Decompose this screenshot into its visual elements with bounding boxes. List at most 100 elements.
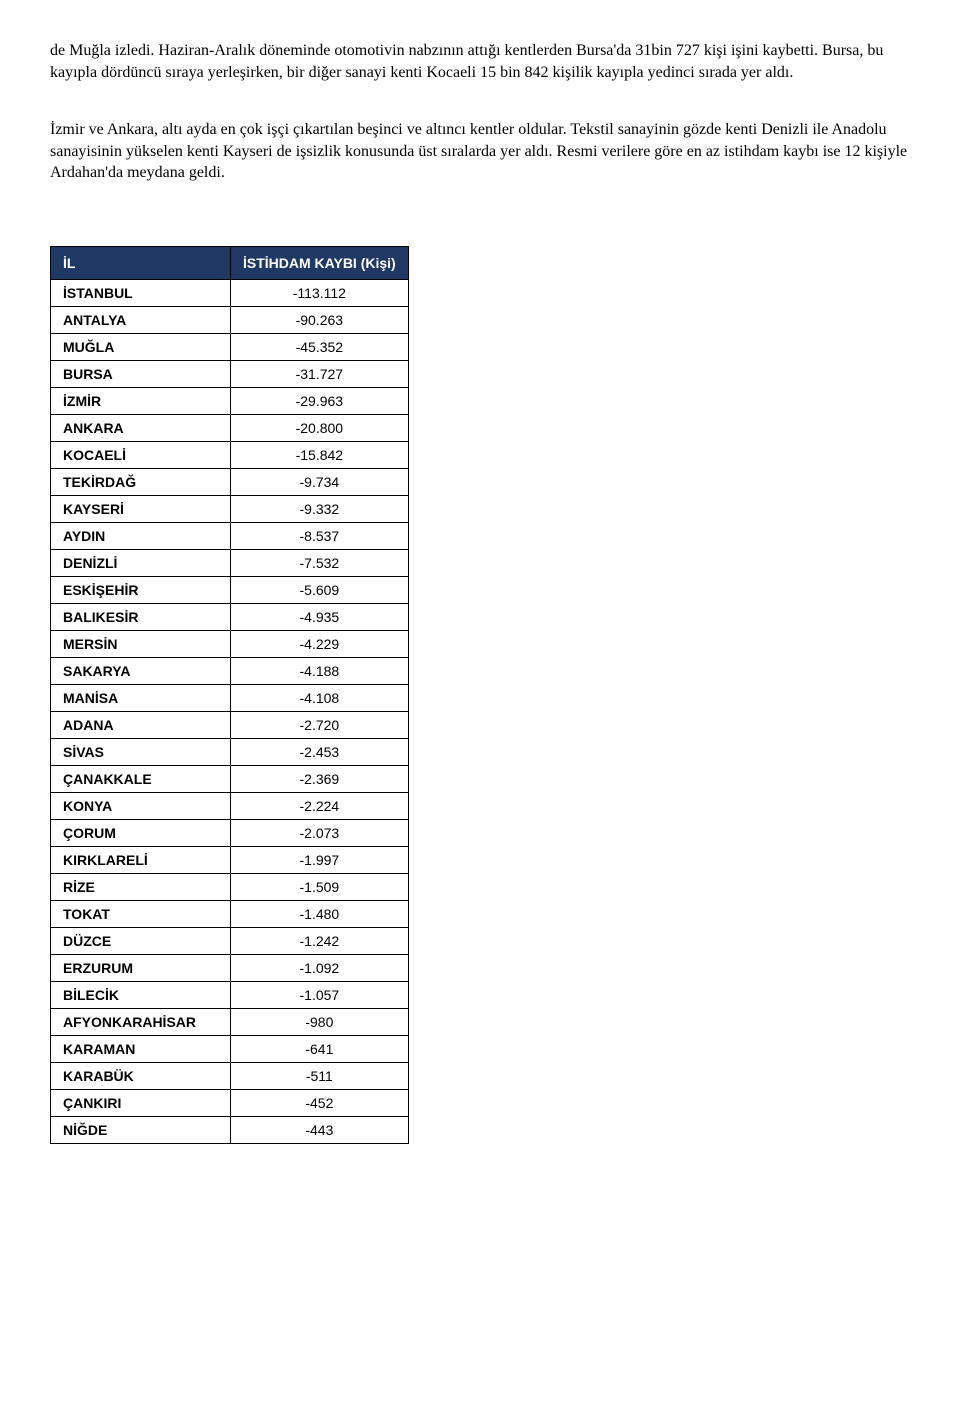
istihdam-kaybi-table: İL İSTİHDAM KAYBI (Kişi) İSTANBUL-113.11…: [50, 246, 409, 1144]
table-row: ÇANKIRI-452: [51, 1089, 409, 1116]
table-cell-il: BALIKESİR: [51, 603, 231, 630]
table-row: BURSA-31.727: [51, 360, 409, 387]
table-row: KONYA-2.224: [51, 792, 409, 819]
table-cell-il: ANKARA: [51, 414, 231, 441]
table-row: NİĞDE-443: [51, 1116, 409, 1143]
table-row: DÜZCE-1.242: [51, 927, 409, 954]
table-header-il: İL: [51, 246, 231, 279]
table-row: DENİZLİ-7.532: [51, 549, 409, 576]
table-row: RİZE-1.509: [51, 873, 409, 900]
table-cell-il: SAKARYA: [51, 657, 231, 684]
table-row: AFYONKARAHİSAR-980: [51, 1008, 409, 1035]
table-cell-il: ERZURUM: [51, 954, 231, 981]
table-row: ANTALYA-90.263: [51, 306, 409, 333]
table-row: İZMİR-29.963: [51, 387, 409, 414]
table-cell-il: İZMİR: [51, 387, 231, 414]
table-row: ESKİŞEHİR-5.609: [51, 576, 409, 603]
table-row: SAKARYA-4.188: [51, 657, 409, 684]
table-cell-il: DÜZCE: [51, 927, 231, 954]
table-cell-value: -443: [231, 1116, 409, 1143]
table-cell-il: TEKİRDAĞ: [51, 468, 231, 495]
table-cell-value: -4.108: [231, 684, 409, 711]
table-cell-il: DENİZLİ: [51, 549, 231, 576]
table-cell-value: -2.453: [231, 738, 409, 765]
table-cell-value: -20.800: [231, 414, 409, 441]
table-row: İSTANBUL-113.112: [51, 279, 409, 306]
table-cell-value: -8.537: [231, 522, 409, 549]
table-cell-il: KOCAELİ: [51, 441, 231, 468]
table-cell-il: ÇANAKKALE: [51, 765, 231, 792]
table-cell-il: ESKİŞEHİR: [51, 576, 231, 603]
table-cell-value: -1.509: [231, 873, 409, 900]
paragraph-2: İzmir ve Ankara, altı ayda en çok işçi ç…: [50, 119, 910, 184]
table-cell-value: -5.609: [231, 576, 409, 603]
table-cell-value: -980: [231, 1008, 409, 1035]
table-cell-value: -2.369: [231, 765, 409, 792]
table-cell-value: -2.073: [231, 819, 409, 846]
table-row: BALIKESİR-4.935: [51, 603, 409, 630]
table-row: AYDIN-8.537: [51, 522, 409, 549]
table-cell-value: -113.112: [231, 279, 409, 306]
table-cell-il: BURSA: [51, 360, 231, 387]
table-cell-value: -1.092: [231, 954, 409, 981]
table-cell-il: ÇANKIRI: [51, 1089, 231, 1116]
table-cell-value: -31.727: [231, 360, 409, 387]
table-cell-value: -2.720: [231, 711, 409, 738]
table-row: KIRKLARELİ-1.997: [51, 846, 409, 873]
table-cell-il: MUĞLA: [51, 333, 231, 360]
table-cell-value: -9.332: [231, 495, 409, 522]
table-cell-il: KARABÜK: [51, 1062, 231, 1089]
table-cell-value: -511: [231, 1062, 409, 1089]
table-cell-il: TOKAT: [51, 900, 231, 927]
table-cell-il: KARAMAN: [51, 1035, 231, 1062]
table-cell-value: -29.963: [231, 387, 409, 414]
table-cell-il: MANİSA: [51, 684, 231, 711]
table-row: KAYSERİ-9.332: [51, 495, 409, 522]
table-row: MANİSA-4.108: [51, 684, 409, 711]
table-cell-value: -45.352: [231, 333, 409, 360]
table-row: MUĞLA-45.352: [51, 333, 409, 360]
table-cell-value: -7.532: [231, 549, 409, 576]
table-cell-il: ÇORUM: [51, 819, 231, 846]
table-cell-value: -1.242: [231, 927, 409, 954]
table-cell-il: KAYSERİ: [51, 495, 231, 522]
table-cell-il: SİVAS: [51, 738, 231, 765]
table-cell-value: -4.229: [231, 630, 409, 657]
table-cell-value: -452: [231, 1089, 409, 1116]
table-cell-il: KONYA: [51, 792, 231, 819]
table-cell-value: -641: [231, 1035, 409, 1062]
table-cell-il: KIRKLARELİ: [51, 846, 231, 873]
table-cell-value: -1.480: [231, 900, 409, 927]
table-cell-il: NİĞDE: [51, 1116, 231, 1143]
table-row: BİLECİK-1.057: [51, 981, 409, 1008]
table-cell-value: -1.057: [231, 981, 409, 1008]
table-cell-value: -4.188: [231, 657, 409, 684]
table-row: ÇORUM-2.073: [51, 819, 409, 846]
table-cell-value: -2.224: [231, 792, 409, 819]
table-cell-value: -15.842: [231, 441, 409, 468]
table-row: ANKARA-20.800: [51, 414, 409, 441]
table-row: TEKİRDAĞ-9.734: [51, 468, 409, 495]
table-header-value: İSTİHDAM KAYBI (Kişi): [231, 246, 409, 279]
table-row: SİVAS-2.453: [51, 738, 409, 765]
table-row: ADANA-2.720: [51, 711, 409, 738]
table-cell-value: -1.997: [231, 846, 409, 873]
table-row: KARAMAN-641: [51, 1035, 409, 1062]
table-cell-il: AFYONKARAHİSAR: [51, 1008, 231, 1035]
table-cell-il: BİLECİK: [51, 981, 231, 1008]
table-cell-il: ADANA: [51, 711, 231, 738]
table-cell-value: -9.734: [231, 468, 409, 495]
table-cell-il: RİZE: [51, 873, 231, 900]
table-cell-il: İSTANBUL: [51, 279, 231, 306]
table-row: KOCAELİ-15.842: [51, 441, 409, 468]
table-header-row: İL İSTİHDAM KAYBI (Kişi): [51, 246, 409, 279]
table-cell-il: MERSİN: [51, 630, 231, 657]
paragraph-1: de Muğla izledi. Haziran-Aralık dönemind…: [50, 40, 910, 83]
table-row: KARABÜK-511: [51, 1062, 409, 1089]
table-cell-value: -90.263: [231, 306, 409, 333]
table-cell-il: ANTALYA: [51, 306, 231, 333]
table-cell-il: AYDIN: [51, 522, 231, 549]
table-row: MERSİN-4.229: [51, 630, 409, 657]
table-cell-value: -4.935: [231, 603, 409, 630]
table-row: TOKAT-1.480: [51, 900, 409, 927]
